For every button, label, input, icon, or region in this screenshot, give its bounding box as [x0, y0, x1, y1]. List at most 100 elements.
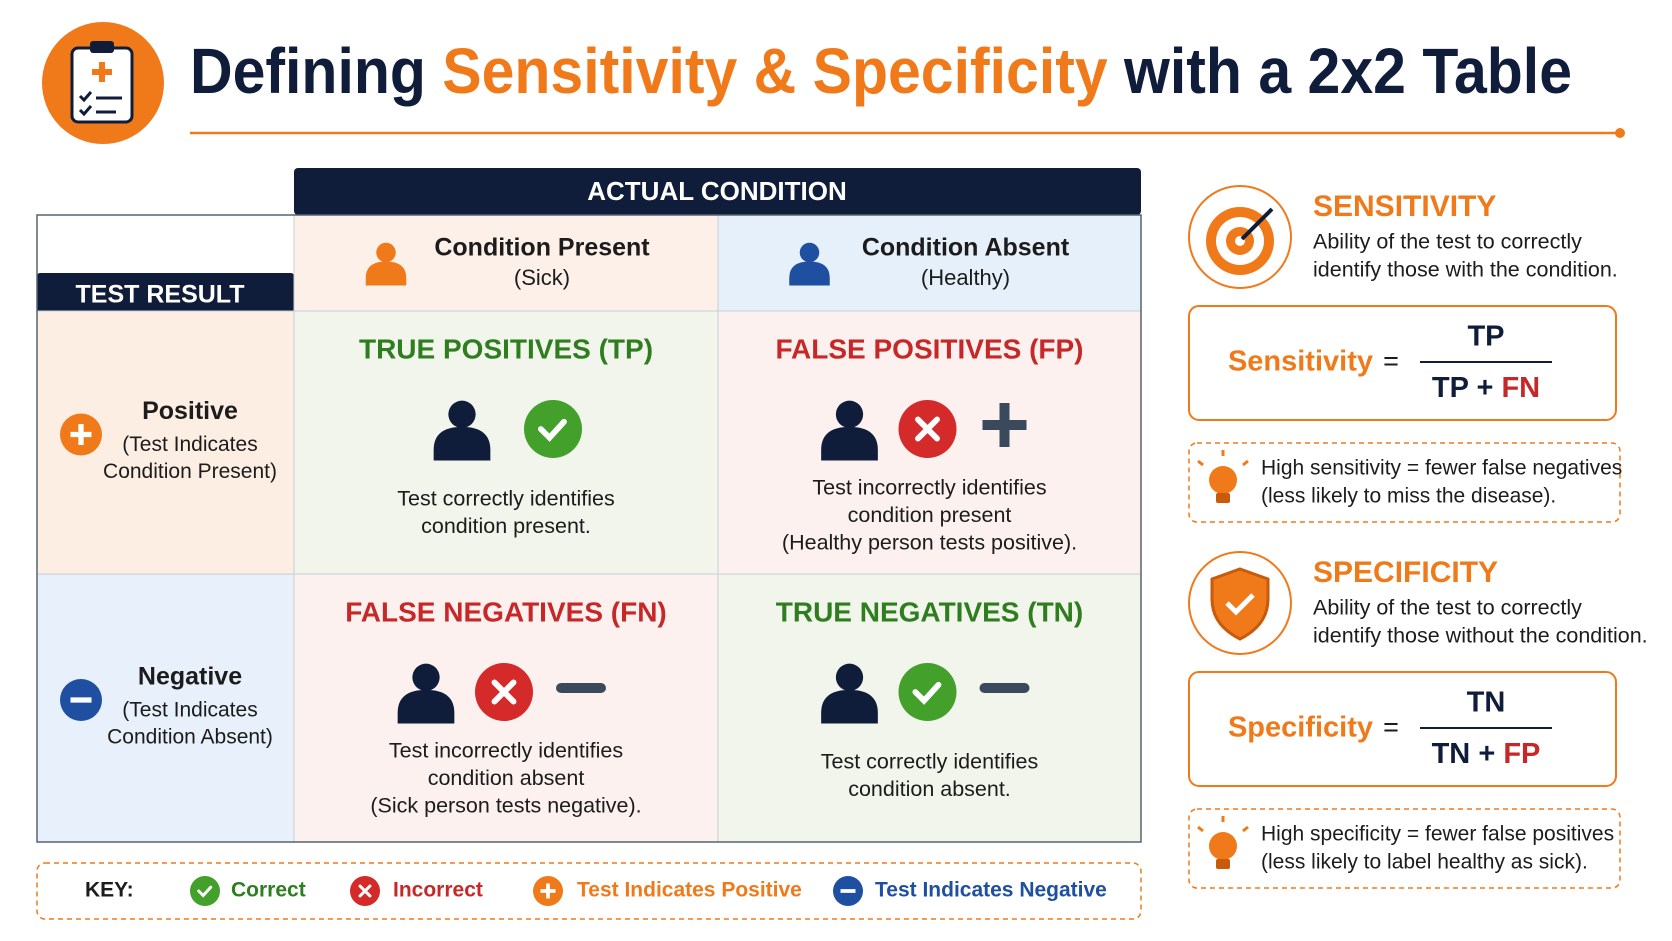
check-icon — [524, 400, 582, 458]
note-text: (less likely to miss the disease). — [1261, 485, 1556, 508]
note-text: High specificity = fewer false positives — [1261, 823, 1614, 846]
incorrect-icon — [898, 400, 957, 458]
note-box — [1188, 442, 1621, 523]
panel-title: SENSITIVITY — [1313, 190, 1496, 223]
positive-icon — [60, 413, 102, 456]
person-body — [789, 261, 830, 286]
clip — [90, 41, 114, 53]
cell-text: condition present. — [421, 514, 591, 538]
cell-title: FALSE NEGATIVES (FN) — [345, 596, 667, 627]
panel-description: identify those with the condition. — [1313, 258, 1618, 282]
column-header-cell — [717, 214, 1142, 312]
formula-name: Sensitivity — [1228, 346, 1373, 378]
note-box — [1188, 808, 1621, 889]
cell-text: condition absent — [428, 766, 585, 790]
column-label: Condition Absent — [862, 234, 1070, 262]
column-header-bar — [294, 168, 1141, 215]
key-item: Test Indicates Positive — [577, 879, 802, 902]
person-body — [821, 689, 878, 724]
check-mark — [197, 885, 213, 898]
title: Defining Sensitivity & Specificity with … — [190, 35, 1572, 107]
table-border — [36, 214, 1142, 843]
cell-text: Test correctly identifies — [821, 750, 1038, 774]
check-mark — [537, 418, 567, 442]
bulb — [1209, 466, 1237, 494]
denominator-part: FN — [1501, 372, 1540, 404]
formula-denominator: TN + FP — [1432, 738, 1541, 770]
check-icon — [190, 876, 220, 906]
person-icon — [433, 400, 491, 461]
person-icon — [365, 242, 407, 286]
person-icon — [821, 663, 878, 724]
formula-box — [1188, 305, 1617, 421]
cell-title: FALSE POSITIVES (FP) — [775, 333, 1083, 364]
column-sublabel: (Healthy) — [921, 265, 1010, 290]
title-part: Defining — [190, 35, 426, 107]
row-label: Negative — [138, 663, 242, 691]
column-label: Condition Present — [434, 234, 650, 262]
row-label: Positive — [142, 397, 238, 425]
checklist — [78, 91, 122, 117]
person-body — [397, 689, 455, 724]
bulb-rays — [1197, 450, 1249, 467]
bulb-icon — [1197, 816, 1249, 869]
row-sublabel: (Test Indicates — [122, 699, 257, 722]
plus — [92, 62, 112, 82]
bulb-icon — [1197, 450, 1249, 503]
row-sublabel: Condition Absent) — [107, 726, 273, 749]
denominator-part: + — [1478, 738, 1495, 770]
person-head — [799, 242, 820, 263]
negative-icon — [60, 679, 102, 721]
formula-denominator: TP + FN — [1432, 372, 1540, 404]
person-head — [835, 400, 864, 428]
person-head — [448, 400, 476, 428]
matrix-cell — [293, 310, 719, 575]
person-icon — [397, 663, 455, 724]
formula-equals: = — [1383, 346, 1399, 376]
title-part: with a 2x2 Table — [1123, 35, 1572, 107]
bulb-base — [1216, 493, 1230, 503]
row-sublabel: Condition Present) — [103, 460, 277, 483]
bulb — [1209, 832, 1237, 860]
note-text: High sensitivity = fewer false negatives — [1261, 457, 1622, 480]
row-header-bar — [37, 273, 294, 316]
person-body — [365, 261, 407, 286]
positive-mark — [540, 883, 556, 899]
bulb-base — [1216, 859, 1230, 869]
cell-text: (Sick person tests negative). — [370, 794, 641, 818]
cell-title: TRUE NEGATIVES (TN) — [776, 596, 1083, 627]
row-header: TEST RESULT — [76, 281, 245, 309]
denominator-part: TN — [1432, 738, 1471, 770]
person-body — [821, 426, 878, 461]
person-icon — [789, 242, 830, 286]
cell-text: Test incorrectly identifies — [389, 739, 623, 763]
incorrect-mark — [915, 416, 940, 442]
person-head — [412, 663, 440, 691]
person-icon — [821, 400, 878, 461]
positive-mark — [70, 424, 92, 445]
positive-icon — [533, 876, 563, 906]
plus-sign — [982, 403, 1027, 447]
incorrect-icon — [350, 876, 380, 906]
panel-description: Ability of the test to correctly — [1313, 230, 1582, 254]
denominator-part: TP — [1432, 372, 1469, 404]
note-text: (less likely to label healthy as sick). — [1261, 851, 1588, 874]
incorrect-mark — [491, 679, 517, 705]
cell-text: Test incorrectly identifies — [812, 476, 1046, 500]
negative-icon — [833, 876, 863, 906]
cell-text: condition present — [848, 503, 1012, 527]
target-arrow — [1240, 207, 1274, 241]
clipboard-icon — [42, 22, 164, 144]
underline-dot — [1615, 128, 1625, 138]
shield — [1210, 567, 1270, 641]
denominator-part: + — [1476, 372, 1493, 404]
key-item: Test Indicates Negative — [875, 879, 1107, 902]
person-head — [376, 242, 396, 263]
check-circle — [898, 663, 957, 721]
column-header: ACTUAL CONDITION — [587, 176, 847, 206]
bulb-rays — [1197, 816, 1249, 833]
cell-text: Test correctly identifies — [397, 487, 614, 511]
formula-equals: = — [1383, 712, 1399, 742]
cell-text: (Healthy person tests positive). — [782, 531, 1077, 555]
